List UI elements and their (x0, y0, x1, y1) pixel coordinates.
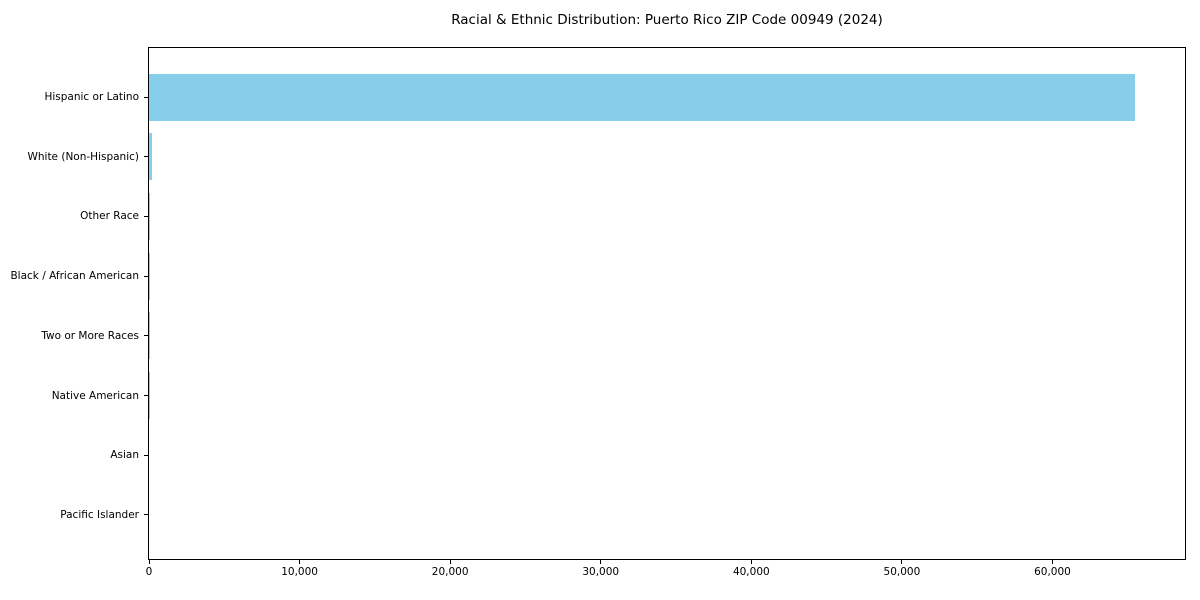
ytick-label-hispanic-or-latino: Hispanic or Latino (44, 91, 139, 103)
xtick-label-40000: 40,000 (732, 566, 770, 578)
ytick-mark-native-american (144, 395, 148, 396)
xtick-mark-10000 (299, 560, 301, 564)
xtick-label-20000: 20,000 (431, 566, 469, 578)
ytick-label-two-or-more-races: Two or More Races (41, 329, 139, 342)
ytick-mark-asian (144, 454, 148, 456)
ytick-mark-hispanic-or-latino (144, 96, 148, 98)
bar-white-non-hispanic (149, 133, 153, 181)
ytick-mark-white-non-hispanic (144, 156, 148, 158)
bar-black-african-american (149, 252, 150, 300)
ytick-mark-two-or-more-races (144, 335, 148, 337)
xtick-label-50000: 50,000 (883, 566, 921, 578)
xtick-label-30000: 30,000 (582, 566, 620, 578)
ytick-label-asian: Asian (110, 449, 139, 462)
xtick-mark-30000 (600, 560, 602, 564)
xtick-mark-40000 (750, 560, 752, 564)
bar-other-race (149, 192, 151, 240)
ytick-label-pacific-islander: Pacific Islander (60, 508, 139, 521)
ytick-label-native-american: Native American (51, 389, 139, 402)
bar-hispanic-or-latino (149, 73, 1136, 121)
xtick-mark-60000 (1051, 560, 1053, 564)
xtick-mark-0 (148, 560, 150, 564)
chart-title: Racial & Ethnic Distribution: Puerto Ric… (451, 12, 883, 28)
xtick-label-10000: 10,000 (281, 566, 318, 578)
xtick-label-0: 0 (145, 566, 153, 578)
ytick-mark-black-african-american (144, 275, 148, 277)
xtick-mark-20000 (449, 560, 451, 564)
ytick-mark-other-race (144, 215, 148, 217)
ytick-label-black-african-american: Black / African American (10, 270, 139, 283)
ytick-label-other-race: Other Race (80, 210, 139, 223)
ytick-mark-pacific-islander (144, 514, 148, 516)
xtick-mark-50000 (901, 560, 903, 564)
xtick-label-60000: 60,000 (1034, 566, 1071, 578)
plot-area (148, 47, 1186, 560)
ytick-label-white-non-hispanic: White (Non-Hispanic) (27, 150, 139, 163)
